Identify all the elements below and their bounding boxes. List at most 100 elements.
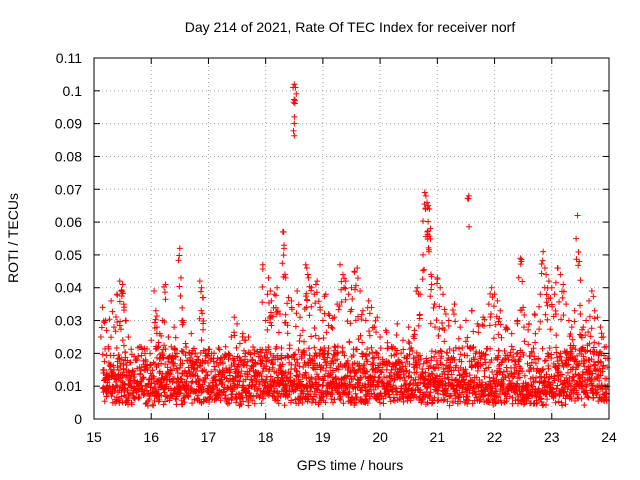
data-point <box>147 350 154 357</box>
data-point <box>398 350 405 357</box>
data-point <box>508 330 515 337</box>
data-point <box>380 400 387 407</box>
data-point <box>538 260 545 267</box>
data-point <box>182 352 189 359</box>
data-point <box>397 374 404 381</box>
data-point <box>344 357 351 364</box>
data-point <box>211 350 218 357</box>
data-point <box>306 312 313 319</box>
data-point <box>542 402 549 409</box>
data-point <box>137 370 144 377</box>
data-point <box>481 316 488 323</box>
data-point <box>527 364 534 371</box>
data-point <box>509 374 516 381</box>
data-point <box>528 392 535 399</box>
data-point <box>464 343 471 350</box>
data-point <box>293 310 300 317</box>
data-point <box>202 396 209 403</box>
data-point <box>115 352 122 359</box>
data-point <box>224 396 231 403</box>
data-point <box>178 376 185 383</box>
data-point <box>162 398 169 405</box>
data-point <box>568 324 575 331</box>
data-point <box>532 330 539 337</box>
data-point <box>292 84 299 91</box>
data-point <box>590 293 597 300</box>
data-point <box>199 294 206 301</box>
data-point <box>432 324 439 331</box>
data-point <box>386 360 393 367</box>
data-point <box>121 307 128 314</box>
data-point <box>572 346 579 353</box>
y-tick-label: 0.05 <box>55 247 82 263</box>
data-point <box>383 329 390 336</box>
data-point <box>548 301 555 308</box>
data-point <box>514 320 521 327</box>
data-point <box>464 400 471 407</box>
data-point <box>502 374 509 381</box>
data-point <box>298 355 305 362</box>
data-point <box>363 368 370 375</box>
data-point <box>196 315 203 322</box>
data-point <box>295 301 302 308</box>
data-point <box>103 384 110 391</box>
data-point <box>109 369 116 376</box>
data-point <box>210 358 217 365</box>
data-point <box>325 322 332 329</box>
data-point <box>493 387 500 394</box>
data-point <box>158 392 165 399</box>
data-point <box>160 354 167 361</box>
data-point <box>548 351 555 358</box>
data-point <box>577 310 584 317</box>
data-point <box>279 361 286 368</box>
data-point <box>187 354 194 361</box>
data-point <box>531 312 538 319</box>
data-point <box>332 344 339 351</box>
data-point <box>189 347 196 354</box>
data-point <box>152 316 159 323</box>
data-point <box>585 368 592 375</box>
data-point <box>442 310 449 317</box>
data-point <box>155 362 162 369</box>
data-point <box>519 278 526 285</box>
data-point <box>425 373 432 380</box>
data-point <box>517 365 524 372</box>
data-point <box>325 310 332 317</box>
data-point <box>475 323 482 330</box>
data-point <box>444 387 451 394</box>
data-point <box>150 373 157 380</box>
data-point <box>117 362 124 369</box>
data-point <box>245 385 252 392</box>
data-point <box>473 394 480 401</box>
data-point <box>151 319 158 326</box>
data-point <box>208 368 215 375</box>
data-point <box>302 293 309 300</box>
data-point <box>308 287 315 294</box>
data-point <box>543 271 550 278</box>
data-point <box>171 360 178 367</box>
data-point <box>584 381 591 388</box>
data-point <box>162 345 169 352</box>
data-point <box>114 292 121 299</box>
data-point <box>496 315 503 322</box>
data-point <box>489 369 496 376</box>
data-point <box>427 389 434 396</box>
data-point <box>544 316 551 323</box>
data-point <box>477 355 484 362</box>
data-point <box>603 343 610 350</box>
data-point <box>590 344 597 351</box>
data-point <box>345 291 352 298</box>
data-point <box>156 396 163 403</box>
data-point <box>364 345 371 352</box>
data-point <box>285 353 292 360</box>
data-point <box>553 332 560 339</box>
data-point <box>203 368 210 375</box>
grid-lines <box>94 58 609 419</box>
data-point <box>586 313 593 320</box>
data-point <box>308 333 315 340</box>
data-point <box>447 359 454 366</box>
data-point <box>362 351 369 358</box>
data-point <box>206 398 213 405</box>
data-point <box>249 343 256 350</box>
data-point <box>354 394 361 401</box>
